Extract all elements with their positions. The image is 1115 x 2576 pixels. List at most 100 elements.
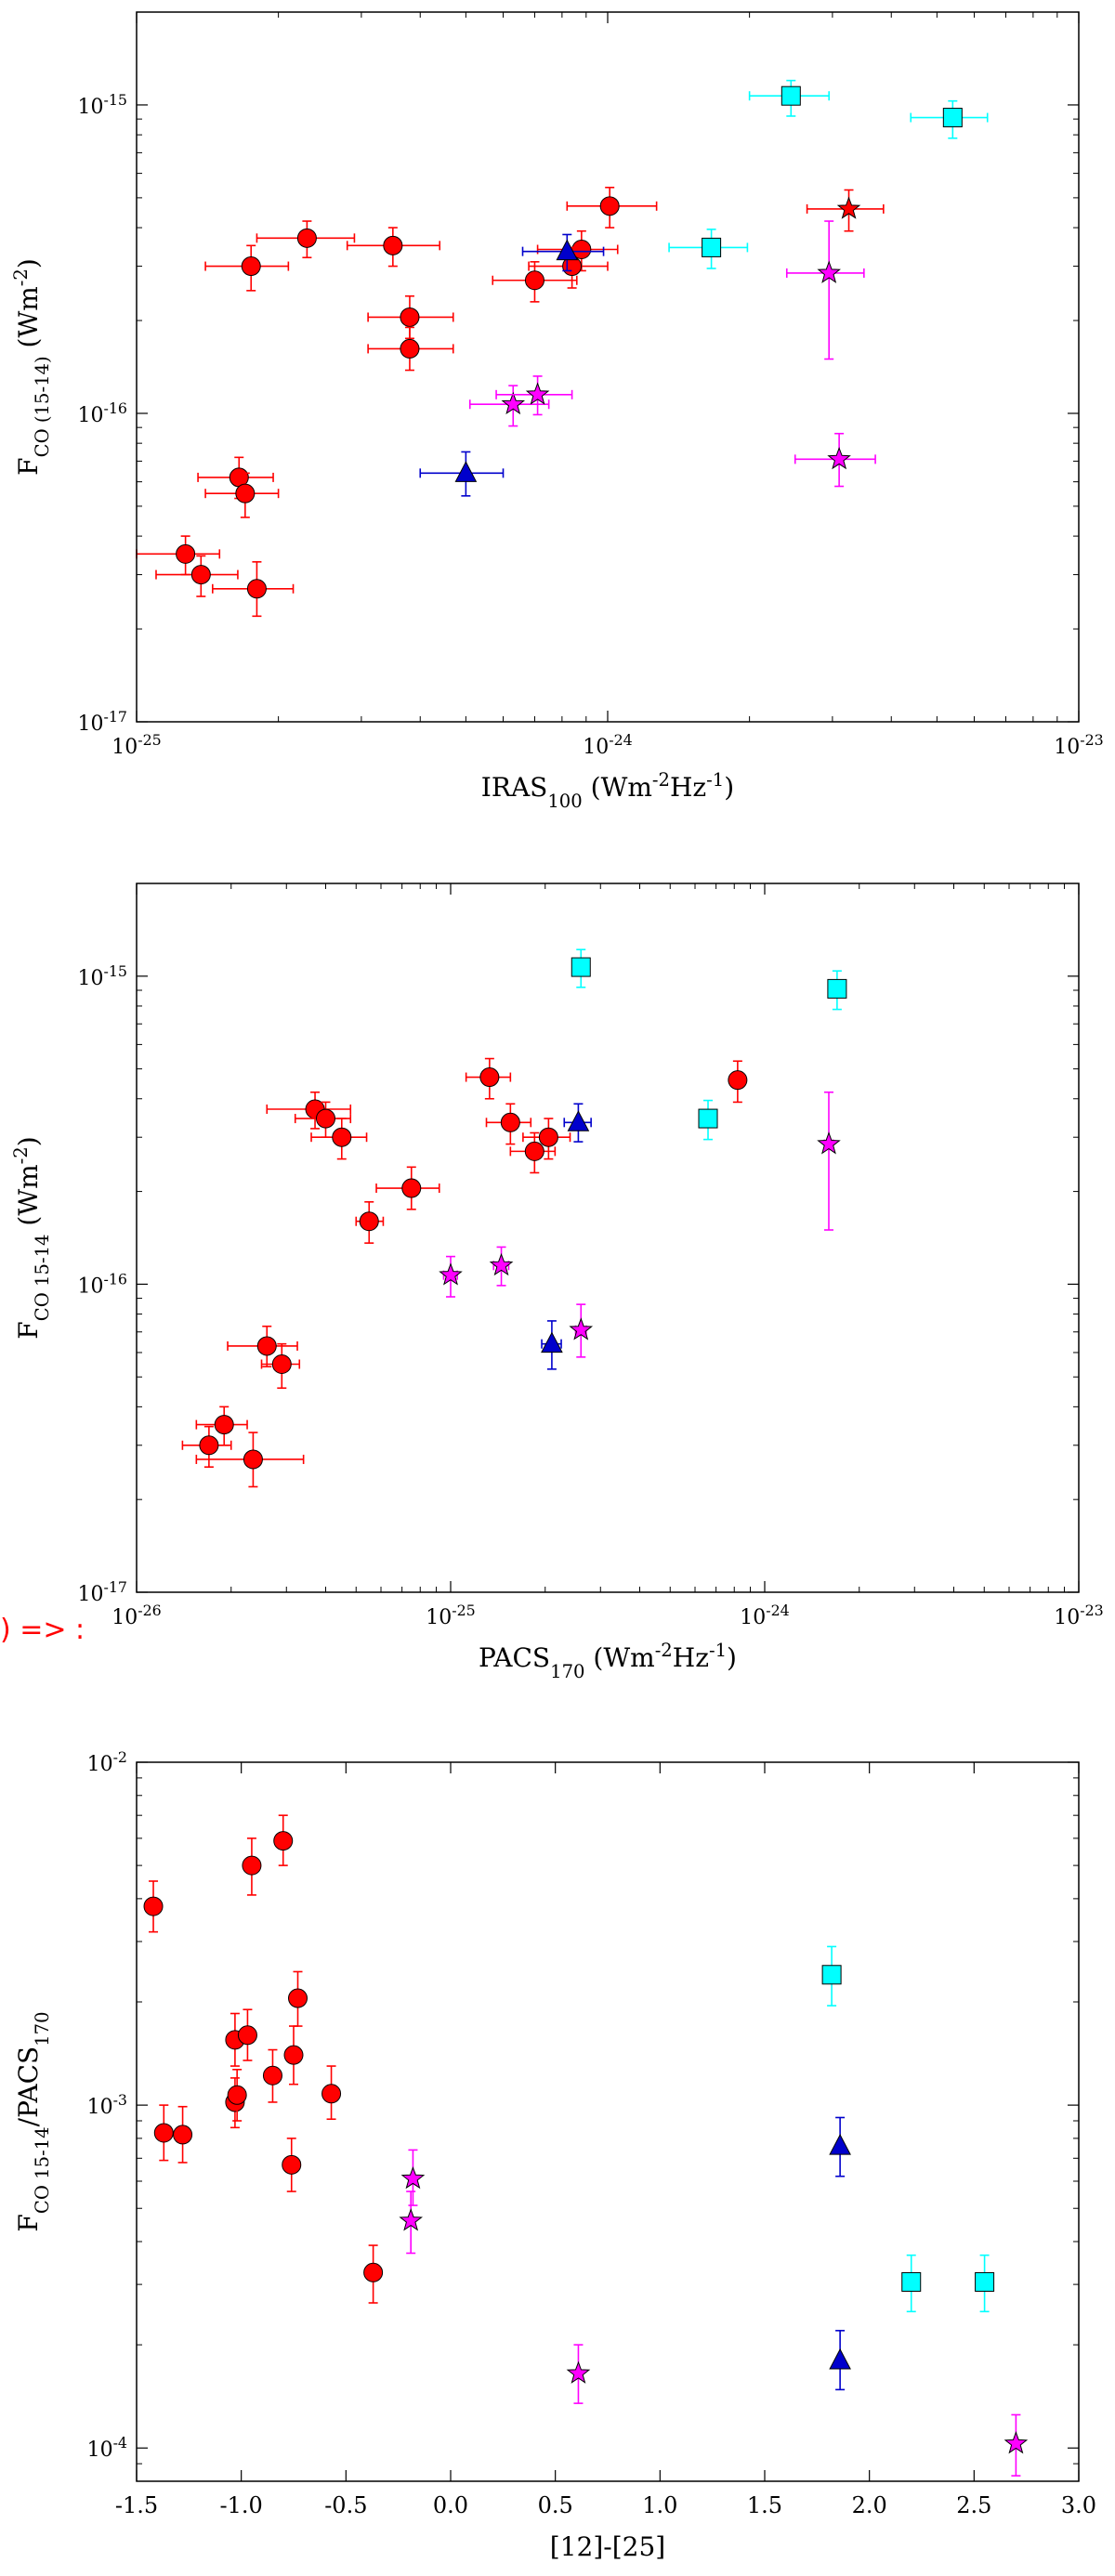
data-point xyxy=(821,1965,842,1985)
y-tick-label: 10-2 xyxy=(87,1748,127,1777)
x-tick-label: -1.5 xyxy=(115,2492,158,2518)
plot-frame xyxy=(136,883,1080,1593)
data-point xyxy=(541,1331,563,1353)
major-ticks xyxy=(136,12,1080,723)
data-point xyxy=(383,235,403,255)
overlay-text: ) => : xyxy=(0,1614,85,1646)
y-tick-label: 10-17 xyxy=(78,708,128,737)
data-point xyxy=(728,1070,748,1091)
data-point xyxy=(525,382,550,405)
data-point xyxy=(271,1354,292,1375)
data-point xyxy=(501,391,526,415)
data-point xyxy=(524,270,544,291)
data-point xyxy=(399,2208,423,2231)
data-point xyxy=(827,978,847,999)
data-point xyxy=(315,1108,335,1129)
data-point xyxy=(283,2045,304,2065)
data-point xyxy=(401,1178,422,1198)
data-point xyxy=(246,579,267,599)
data-point xyxy=(569,1317,594,1340)
major-ticks xyxy=(136,883,1080,1593)
data-point xyxy=(538,1127,558,1147)
x-tick-label: 2.5 xyxy=(956,2492,991,2518)
data-point xyxy=(235,483,256,503)
series-blue-triangles xyxy=(829,2116,851,2391)
data-point xyxy=(829,2134,851,2155)
data-point xyxy=(567,1110,590,1131)
data-point xyxy=(359,1211,379,1232)
data-point xyxy=(817,260,841,283)
x-tick-label: 1.5 xyxy=(747,2492,782,2518)
series-magenta-stars xyxy=(439,1091,841,1358)
major-ticks xyxy=(136,1761,1080,2481)
x-tick-label: 10-25 xyxy=(112,731,162,760)
data-point xyxy=(242,1855,262,1876)
series-red-circles xyxy=(143,1814,384,2304)
data-point xyxy=(214,1415,234,1435)
data-point xyxy=(489,1252,514,1276)
x-tick-label: 10-25 xyxy=(426,1602,476,1630)
y-tick-label: 10-3 xyxy=(87,2091,127,2120)
data-point xyxy=(400,307,420,327)
data-point xyxy=(479,1067,500,1088)
series-cyan-squares xyxy=(571,948,847,1141)
data-point xyxy=(153,2123,174,2143)
error-bar xyxy=(823,1091,834,1231)
x-tick-label: 10-23 xyxy=(1054,731,1104,760)
data-point xyxy=(836,196,861,219)
data-point xyxy=(500,1112,520,1132)
series-cyan-squares xyxy=(821,1945,995,2313)
data-point xyxy=(173,2125,193,2145)
y-tick-label: 10-15 xyxy=(78,90,128,119)
data-point xyxy=(780,85,801,106)
data-point xyxy=(901,2271,922,2292)
data-point xyxy=(237,2025,257,2046)
data-point xyxy=(827,446,851,470)
x-tick-label: 0.0 xyxy=(433,2492,468,2518)
minor-ticks xyxy=(137,1777,1079,2465)
data-point xyxy=(227,2085,247,2105)
data-point xyxy=(143,1896,164,1916)
x-tick-label: 2.0 xyxy=(852,2492,887,2518)
data-point xyxy=(400,338,420,359)
error-bar xyxy=(785,220,865,360)
x-tick-label: 0.5 xyxy=(538,2492,573,2518)
chart-3: -1.5 -1.0 -0.5 0.0 0.5 1.0 1.5 2.0 2.5 3.0 10-4 10-… xyxy=(13,1748,1096,2563)
minor-ticks xyxy=(137,12,1079,722)
data-point xyxy=(288,1988,308,2008)
data-point xyxy=(454,461,478,482)
data-point xyxy=(698,1108,718,1129)
x-axis-title: IRAS100 (Wm-2Hz-1) xyxy=(481,769,734,812)
minor-ticks xyxy=(137,883,1079,1592)
series-cyan-squares xyxy=(668,79,989,269)
x-tick-label: 3.0 xyxy=(1061,2492,1096,2518)
x-tick-label: -0.5 xyxy=(324,2492,367,2518)
data-point xyxy=(439,1262,463,1286)
x-tick-label: 10-23 xyxy=(1054,1602,1104,1630)
x-tick-label: 1.0 xyxy=(642,2492,677,2518)
data-point xyxy=(975,2271,995,2292)
x-tick-label: 10-24 xyxy=(740,1602,790,1630)
y-axis-title: FCO 15-14/PACS170 xyxy=(13,2011,53,2231)
data-point xyxy=(176,543,196,564)
data-point xyxy=(363,2262,384,2282)
series-blue-triangles xyxy=(419,233,605,497)
series-blue-triangles xyxy=(541,1103,592,1370)
y-tick-label: 10-15 xyxy=(78,961,128,990)
y-tick-label: 10-17 xyxy=(78,1578,128,1607)
data-point xyxy=(273,1831,294,1851)
data-point xyxy=(566,2360,591,2384)
data-point xyxy=(241,256,261,277)
data-point xyxy=(829,2347,851,2370)
series-red-circles xyxy=(181,1057,748,1488)
data-point xyxy=(256,1336,277,1356)
y-tick-label: 10-16 xyxy=(78,1270,128,1299)
x-axis-title: [12]-[25] xyxy=(550,2531,665,2562)
x-tick-label: -1.0 xyxy=(220,2492,263,2518)
data-point xyxy=(262,2065,282,2086)
plot-frame xyxy=(136,1761,1080,2482)
data-point xyxy=(571,957,591,977)
data-point xyxy=(190,565,211,585)
data-point xyxy=(817,1131,841,1155)
y-axis-title: FCO (15-14) (Wm-2) xyxy=(10,258,53,476)
